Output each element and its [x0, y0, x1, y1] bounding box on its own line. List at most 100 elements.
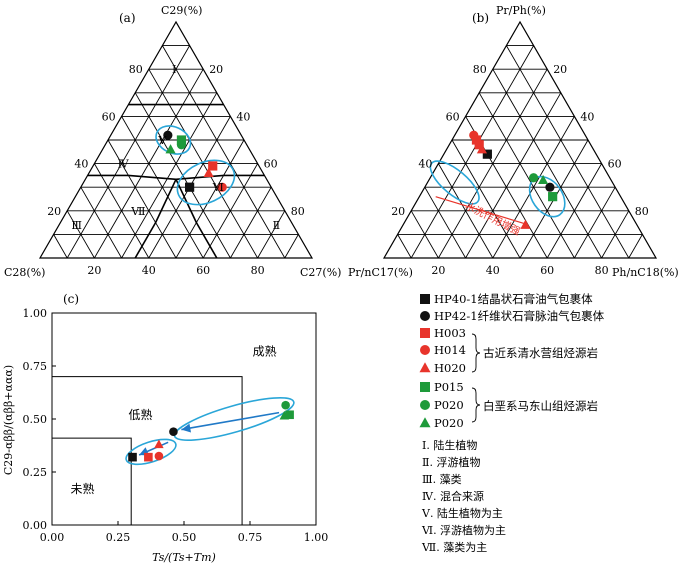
- data-point: [538, 174, 549, 185]
- data-point: [203, 167, 214, 177]
- region-boundary: [195, 222, 218, 259]
- grid-line: [107, 139, 177, 259]
- grid-line: [94, 163, 150, 259]
- legend-note-3: Ⅳ. 混合来源: [422, 489, 484, 503]
- x-tick-label: 0.75: [238, 531, 263, 544]
- tick-label-right: 80: [291, 205, 305, 218]
- grid-line: [478, 92, 575, 259]
- scatter-chart-c: 0.00 0.25 0.50 0.75 1.00 0.00 0.25 0.50 0.75 1.00…: [2, 292, 328, 564]
- legend-label-4: H020: [434, 361, 466, 375]
- region-boundaries-a: [87, 103, 265, 259]
- tick-label-left: 60: [446, 110, 460, 123]
- region-label-V: Ⅴ: [157, 134, 167, 147]
- triangle-frame: [382, 20, 658, 259]
- legend: HP40-1结晶状石膏油气包裹体 HP42-1纤维状石膏脉油气包裹体 H003 …: [419, 292, 605, 554]
- legend-label-6: P020: [434, 398, 464, 412]
- tick-label-left: 20: [47, 205, 61, 218]
- tick-label-right: 20: [553, 63, 567, 76]
- x-tick-label: 0.50: [172, 531, 197, 544]
- grid-line: [66, 210, 95, 259]
- grid-line: [628, 234, 643, 259]
- grid-line: [601, 210, 630, 259]
- data-point: [144, 452, 153, 462]
- y-tick-label: 0.50: [23, 413, 48, 426]
- y-tick-label: 0.00: [23, 519, 48, 532]
- grid-line: [410, 210, 439, 259]
- grid-line: [465, 92, 562, 259]
- data-point: [217, 182, 227, 192]
- legend-marker: [420, 311, 430, 321]
- data-point: [281, 400, 290, 410]
- trend-arrow-line: [435, 196, 524, 224]
- tick-label-left: 80: [473, 63, 487, 76]
- ellipse-group: [429, 160, 480, 205]
- panel-label-b: (b): [472, 11, 489, 25]
- grid-line: [451, 139, 521, 259]
- x-tick-label: 0.00: [40, 531, 65, 544]
- ellipse-group: [176, 159, 236, 206]
- tick-label-right: 60: [264, 158, 278, 171]
- tick-label-right: 40: [580, 110, 594, 123]
- data-point: [285, 410, 294, 420]
- data-point: [169, 427, 178, 437]
- legend-note-1: Ⅱ. 浮游植物: [422, 455, 480, 469]
- y-tick-label: 0.25: [23, 466, 48, 479]
- maturity-zones: [52, 376, 243, 525]
- y-axis-label-c: C29-αββ/(αββ+ααα): [2, 365, 15, 475]
- grid-line: [121, 92, 218, 259]
- tick-label-bottom: 40: [142, 264, 156, 277]
- data-point: [474, 140, 484, 150]
- data-point: [154, 439, 164, 449]
- tick-labels-b: 20 40 60 80 80 60 40 20 20 40 60 80: [391, 63, 649, 277]
- sample-ellipses-c: [125, 397, 295, 466]
- grid-line: [80, 186, 122, 259]
- legend-markers: [419, 294, 431, 428]
- axis-label-top-a: C29(%): [161, 4, 202, 17]
- tick-label-bottom: 20: [431, 264, 445, 277]
- grid-line: [424, 186, 466, 259]
- region-label-VI: Ⅵ: [212, 181, 224, 194]
- data-point: [176, 135, 187, 145]
- region-labels-a: Ⅰ Ⅱ Ⅲ Ⅳ Ⅴ Ⅵ Ⅶ: [71, 63, 280, 232]
- data-point: [185, 182, 195, 192]
- tick-labels-c: 0.00 0.25 0.50 0.75 1.00 0.00 0.25 0.50 0.75 1.00: [23, 307, 329, 544]
- tick-label-right: 80: [635, 205, 649, 218]
- axis-label-left-a: C28(%): [4, 266, 45, 279]
- data-point: [545, 182, 555, 192]
- tick-label-bottom: 60: [540, 264, 554, 277]
- ternary-chart-b: 20 40 60 80 80 60 40 20 20 40 60 80 水洗作用增强 (b) Pr/P…: [348, 4, 679, 279]
- legend-group-2: 白垩系马东山组烃源岩: [483, 399, 598, 413]
- axis-label-left-b: Pr/nC17(%): [348, 266, 413, 279]
- data-point: [279, 410, 290, 420]
- grid-line: [410, 45, 534, 259]
- ellipse-group: [173, 397, 295, 441]
- legend-label-2: H003: [434, 326, 466, 340]
- region-boundary: [134, 222, 157, 259]
- grid-line: [230, 186, 272, 259]
- tick-label-left: 80: [129, 63, 143, 76]
- legend-label-7: P020: [434, 416, 464, 430]
- data-point: [128, 452, 137, 462]
- ellipse-group: [125, 438, 177, 466]
- legend-marker: [419, 417, 431, 428]
- data-point: [208, 161, 218, 171]
- legend-marker: [420, 328, 430, 338]
- zone-label-mature: 成熟: [253, 343, 277, 358]
- region-boundary: [128, 174, 177, 181]
- grid-line: [284, 234, 299, 259]
- tick-label-left: 60: [102, 110, 116, 123]
- legend-marker: [420, 382, 430, 392]
- panel-label-a: (a): [119, 11, 136, 25]
- region-boundary: [175, 178, 198, 223]
- grid-line: [53, 234, 68, 259]
- legend-note-6: Ⅶ. 藻类为主: [421, 540, 487, 554]
- washing-annotation: 水洗作用增强: [463, 199, 522, 238]
- tick-label-right: 40: [236, 110, 250, 123]
- x-tick-label: 0.25: [106, 531, 131, 544]
- data-point: [471, 135, 482, 145]
- legend-note-2: Ⅲ. 藻类: [422, 472, 462, 486]
- tick-label-right: 60: [608, 158, 622, 171]
- data-point: [476, 144, 487, 154]
- tick-label-bottom: 60: [196, 264, 210, 277]
- y-tick-label: 1.00: [23, 307, 48, 320]
